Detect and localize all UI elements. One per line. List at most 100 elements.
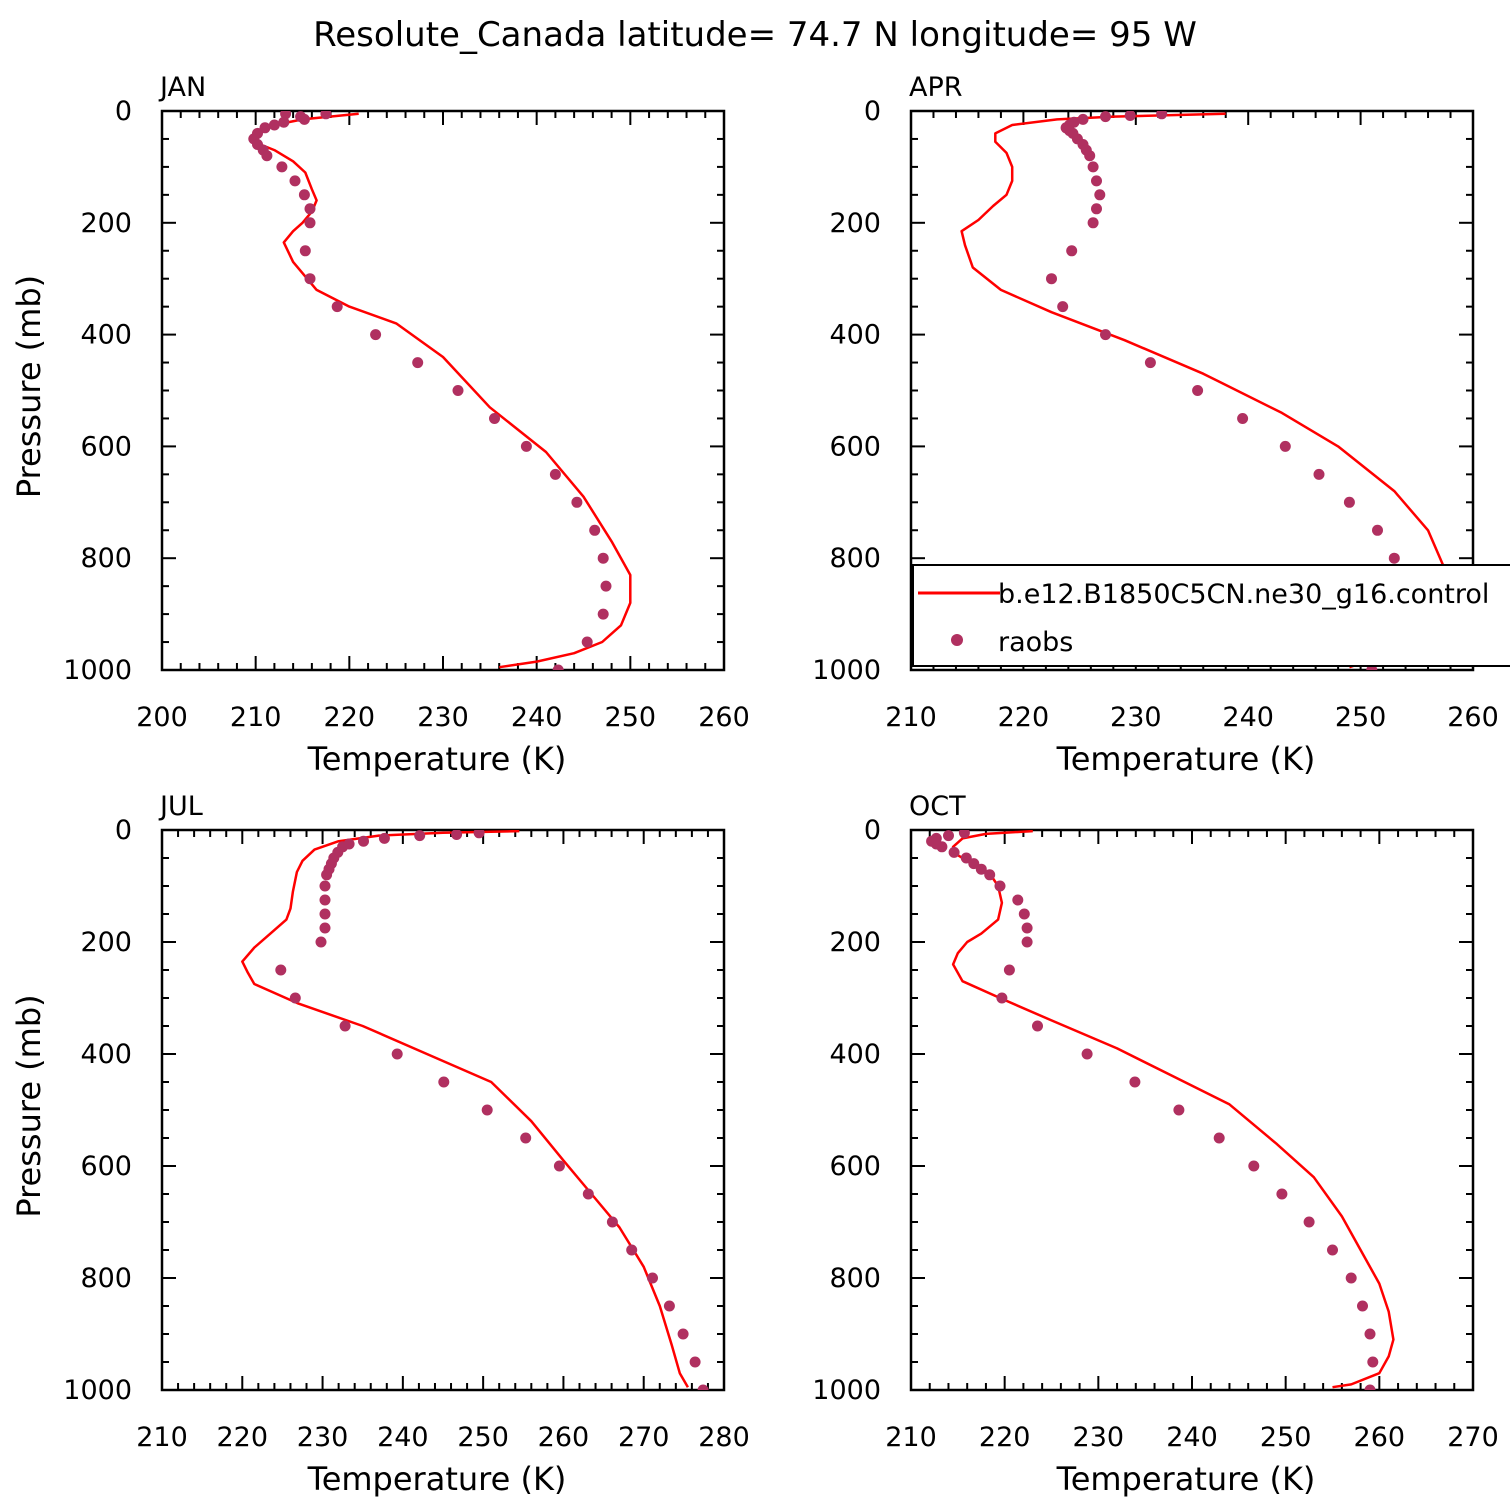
x-tick-label: 210	[885, 1422, 937, 1453]
obs-point	[589, 524, 601, 536]
obs-point	[647, 1272, 658, 1284]
x-tick-label: 280	[698, 1422, 750, 1453]
x-axis-label: Temperature (K)	[1056, 740, 1316, 778]
x-tick-label: 230	[297, 1422, 349, 1453]
obs-point	[1018, 908, 1030, 920]
obs-point	[259, 122, 271, 134]
y-tick-label: 800	[80, 1263, 132, 1294]
obs-point	[626, 1244, 638, 1256]
obs-point	[958, 830, 970, 839]
obs-point	[1192, 385, 1204, 396]
x-tick-label: 200	[136, 702, 188, 733]
y-tick-label: 800	[829, 1263, 881, 1294]
plot-data	[248, 111, 632, 670]
obs-point	[289, 175, 301, 187]
obs-point	[261, 150, 273, 162]
obs-point	[677, 1328, 689, 1340]
x-tick-label: 260	[1354, 1422, 1406, 1453]
obs-point	[319, 908, 331, 920]
plot-frame	[160, 828, 726, 1392]
obs-point	[689, 1356, 701, 1368]
y-tick-label: 0	[115, 96, 132, 127]
obs-point	[936, 841, 948, 853]
obs-point	[994, 880, 1006, 892]
y-tick-label: 1000	[63, 655, 132, 686]
obs-point	[320, 111, 332, 120]
obs-point	[358, 835, 369, 847]
panel-label: OCT	[909, 791, 966, 822]
obs-point	[697, 1384, 709, 1390]
x-tick-label: 220	[998, 702, 1050, 733]
obs-point	[1081, 1048, 1093, 1060]
x-axis-label: Temperature (K)	[1056, 1460, 1316, 1498]
obs-point	[943, 830, 954, 842]
y-tick-label: 400	[80, 1039, 132, 1070]
y-tick-label: 0	[115, 815, 132, 846]
y-tick-label: 200	[80, 208, 132, 239]
x-tick-label: 250	[605, 702, 657, 733]
obs-point	[1057, 301, 1069, 313]
y-tick-label: 600	[829, 431, 881, 462]
x-tick-label: 210	[136, 1422, 188, 1453]
obs-point	[1129, 1076, 1141, 1088]
obs-point	[1021, 936, 1033, 948]
obs-point	[1364, 1328, 1376, 1340]
legend-marker-swatch	[951, 634, 963, 646]
obs-point	[1144, 357, 1156, 369]
y-tick-label: 1000	[812, 655, 881, 686]
obs-point	[597, 552, 609, 564]
obs-point	[319, 894, 331, 906]
x-axis-label: Temperature (K)	[307, 740, 567, 778]
obs-point	[339, 1020, 351, 1032]
x-tick-label: 250	[457, 1422, 509, 1453]
obs-point	[984, 869, 996, 881]
x-tick-label: 260	[538, 1422, 590, 1453]
obs-point	[1364, 1384, 1376, 1390]
panel-label: APR	[909, 72, 963, 103]
obs-point	[1046, 273, 1057, 285]
obs-point	[1124, 111, 1136, 121]
y-tick-label: 600	[80, 1151, 132, 1182]
obs-point	[1213, 1132, 1225, 1144]
obs-point	[331, 301, 343, 313]
obs-point	[1021, 922, 1033, 934]
obs-point	[321, 869, 333, 881]
obs-point	[1087, 217, 1099, 229]
obs-point	[370, 329, 382, 341]
x-tick-label: 260	[698, 702, 750, 733]
obs-point	[1173, 1104, 1185, 1116]
x-tick-label: 210	[885, 702, 937, 733]
x-tick-label: 230	[417, 702, 469, 733]
x-tick-label: 270	[618, 1422, 670, 1453]
obs-point	[520, 1132, 532, 1144]
obs-point	[438, 1076, 450, 1088]
obs-point	[1237, 413, 1249, 424]
x-tick-label: 240	[377, 1422, 429, 1453]
obs-point	[552, 664, 564, 670]
obs-point	[1156, 111, 1168, 120]
x-tick-label: 240	[1166, 1422, 1218, 1453]
obs-point	[304, 273, 316, 285]
obs-point	[299, 245, 311, 257]
y-tick-label: 200	[80, 927, 132, 958]
y-axis-label: Pressure (mb)	[10, 275, 48, 498]
obs-point	[319, 880, 331, 892]
plot-data	[926, 830, 1395, 1390]
y-tick-label: 1000	[63, 1375, 132, 1406]
obs-point	[1303, 1216, 1315, 1228]
obs-point	[278, 116, 290, 128]
obs-point	[451, 830, 463, 840]
panels: JAN 200 210 220 230 240 250 260 0 200 400 600 800 100…	[10, 72, 1499, 1498]
legend: b.e12.B1850C5CN.ne30_g16.control raobs	[912, 564, 1510, 667]
obs-point	[414, 830, 426, 842]
panel-oct: OCT 210 220 230 240 250 260 270 0 200 400 600 800 100…	[812, 791, 1498, 1498]
obs-point	[600, 580, 612, 592]
panel-jul: JUL 210 220 230 240 250 260 270 280 0 200 400 600 800…	[10, 791, 750, 1498]
obs-point	[1345, 1272, 1357, 1284]
model-profile-line	[254, 112, 632, 669]
figure-title: Resolute_Canada latitude= 74.7 N longitu…	[313, 15, 1197, 55]
y-axis-label: Pressure (mb)	[10, 994, 48, 1217]
obs-point	[1279, 440, 1291, 452]
obs-point	[968, 858, 980, 870]
